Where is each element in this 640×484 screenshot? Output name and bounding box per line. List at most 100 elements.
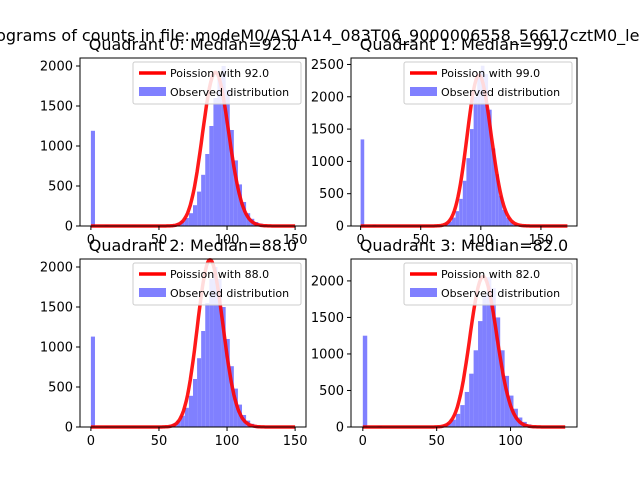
histogram-bar <box>217 279 222 427</box>
figure-suptitle: Histograms of counts in file: modeM0/AS1… <box>0 26 640 46</box>
histogram-bar <box>205 154 210 226</box>
histogram-bar <box>451 419 456 427</box>
y-tick-label: 500 <box>319 187 344 202</box>
y-tick-label: 0 <box>65 220 73 235</box>
histogram-bar <box>509 222 514 226</box>
y-tick-label: 1500 <box>311 311 344 326</box>
legend-poisson-label: Poission with 82.0 <box>441 268 540 281</box>
x-tick-label: 100 <box>215 233 240 248</box>
histogram-bar <box>362 335 368 427</box>
histogram-bar <box>90 336 95 427</box>
histogram-bar <box>180 221 185 226</box>
panel-title: Quadrant 1: Median=99.0 <box>360 35 568 54</box>
histogram-bar <box>217 78 222 226</box>
y-tick-label: 0 <box>336 220 344 235</box>
legend-bar-swatch <box>410 87 437 96</box>
histogram-bar <box>193 205 198 226</box>
histogram-bar <box>188 395 193 427</box>
x-tick-label: 150 <box>283 434 308 449</box>
legend-observed-label: Observed distribution <box>441 287 560 300</box>
y-tick-label: 2000 <box>311 90 344 105</box>
histogram-bar <box>488 109 492 226</box>
histogram-bar <box>473 96 478 227</box>
histogram-bar <box>455 413 461 427</box>
histogram-bar <box>176 420 181 427</box>
histogram-bar <box>213 98 218 226</box>
y-tick-label: 1500 <box>40 100 73 115</box>
histogram-bar <box>462 180 467 226</box>
y-tick-label: 500 <box>319 384 344 399</box>
histogram-bar <box>233 160 238 226</box>
histogram-bar <box>237 184 243 226</box>
histogram-bar <box>193 379 198 427</box>
y-tick-label: 2000 <box>40 261 73 276</box>
histogram-bar <box>466 158 471 226</box>
histogram-bar <box>225 339 230 427</box>
x-tick-label: 0 <box>356 233 364 248</box>
legend-box <box>403 61 573 105</box>
panel-title: Quadrant 3: Median=82.0 <box>360 236 568 255</box>
y-tick-label: 1000 <box>40 140 73 155</box>
y-tick-label: 1500 <box>40 301 73 316</box>
histogram-bar <box>221 66 226 226</box>
histogram-bar <box>506 217 510 226</box>
histogram-bar <box>201 174 206 226</box>
x-tick-label: 50 <box>151 233 168 248</box>
histogram-bar <box>188 213 193 226</box>
histogram-bar <box>197 358 202 427</box>
histogram-bar <box>500 350 505 427</box>
histogram-bar <box>478 321 483 427</box>
histogram-bar <box>213 267 218 427</box>
histogram-bar <box>229 366 234 427</box>
axes-frame <box>79 258 307 428</box>
histogram-bar <box>459 198 463 226</box>
legend-box <box>403 262 573 306</box>
histogram-bar <box>90 130 95 226</box>
legend-observed-label: Observed distribution <box>170 86 289 99</box>
x-tick-label: 50 <box>151 434 168 449</box>
x-tick-label: 100 <box>468 233 493 248</box>
histogram-bar <box>184 218 189 226</box>
histogram-bar <box>455 211 460 226</box>
x-tick-label: 50 <box>428 434 445 449</box>
x-tick-label: 0 <box>359 434 367 449</box>
histogram-bar <box>197 191 202 226</box>
histogram-bar <box>451 217 456 226</box>
panel-title: Quadrant 2: Median=88.0 <box>89 236 297 255</box>
legend-bar-swatch <box>410 288 437 297</box>
histogram-bar <box>484 74 489 227</box>
histogram-bar <box>502 209 507 226</box>
histogram-bar <box>486 277 492 427</box>
histogram-bar <box>495 174 499 226</box>
x-tick-label: 50 <box>412 233 429 248</box>
histogram-bar <box>477 77 481 226</box>
y-tick-label: 2000 <box>40 60 73 75</box>
histogram-bar <box>209 126 214 226</box>
legend-observed-label: Observed distribution <box>170 287 289 300</box>
histogram-bar <box>221 307 226 427</box>
legend-poisson-label: Poission with 88.0 <box>170 268 269 281</box>
y-tick-label: 500 <box>48 381 73 396</box>
histogram-bar <box>360 139 365 226</box>
axes-frame <box>79 57 307 227</box>
legend-poisson-label: Poission with 99.0 <box>441 67 540 80</box>
y-tick-label: 2000 <box>311 274 344 289</box>
legend-observed-label: Observed distribution <box>441 86 560 99</box>
histogram-bar <box>504 375 510 427</box>
y-tick-label: 2500 <box>311 58 344 73</box>
y-tick-label: 500 <box>48 180 73 195</box>
axes-frame <box>350 258 578 428</box>
histogram-bar <box>242 202 247 226</box>
histogram-bar <box>491 288 496 427</box>
legend-box <box>132 61 302 105</box>
histogram-bar <box>473 350 479 427</box>
histogram-bar <box>201 331 206 427</box>
y-tick-label: 1000 <box>311 155 344 170</box>
histogram-bar <box>460 405 465 427</box>
histogram-bar <box>482 295 487 427</box>
histogram-bar <box>495 317 501 427</box>
